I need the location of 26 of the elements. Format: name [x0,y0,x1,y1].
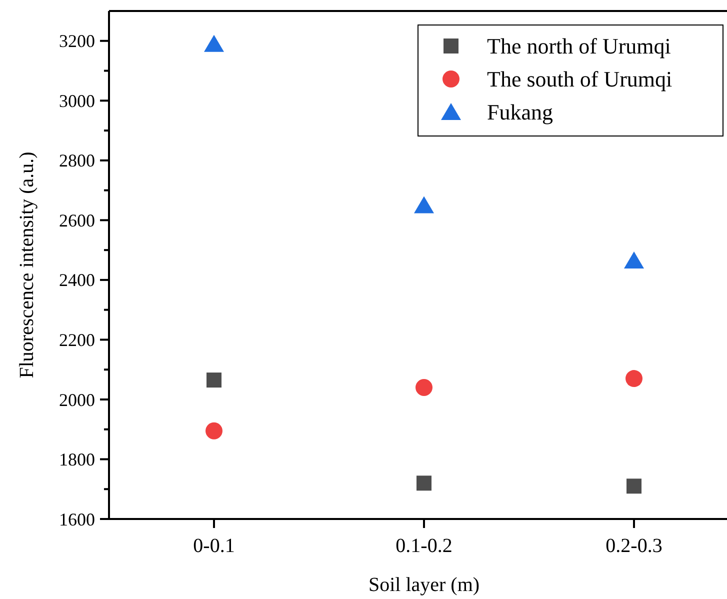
legend-label: The north of Urumqi [487,34,671,59]
point [206,422,222,440]
point [416,476,432,491]
point [206,372,222,388]
y-tick-label: 2200 [59,330,95,350]
x-tick-label: 0.2-0.3 [606,535,662,557]
point [204,34,224,52]
y-tick-label: 1800 [59,450,95,470]
point [624,252,644,269]
y-tick-label: 1600 [59,509,95,530]
legend-label: The south of Urumqi [487,66,672,92]
legend-label: Fukang [487,100,553,125]
y-tick-label: 2800 [59,150,95,171]
point [626,478,642,494]
y-tick-label: 3200 [59,31,95,52]
y-tick-label: 2400 [59,270,95,290]
x-tick-label: 0.1-0.2 [396,535,452,557]
y-tick-label: 3000 [59,90,95,111]
y-axis-title: Fluorescence intensity (a.u.) [16,152,38,378]
y-tick-label: 2000 [59,390,95,410]
y-tick-label: 2600 [59,210,95,230]
x-axis-title: Soil layer (m) [368,574,480,596]
point [626,370,642,388]
x-tick-label: 0-0.1 [193,535,235,557]
point [416,379,432,396]
point [414,196,434,214]
